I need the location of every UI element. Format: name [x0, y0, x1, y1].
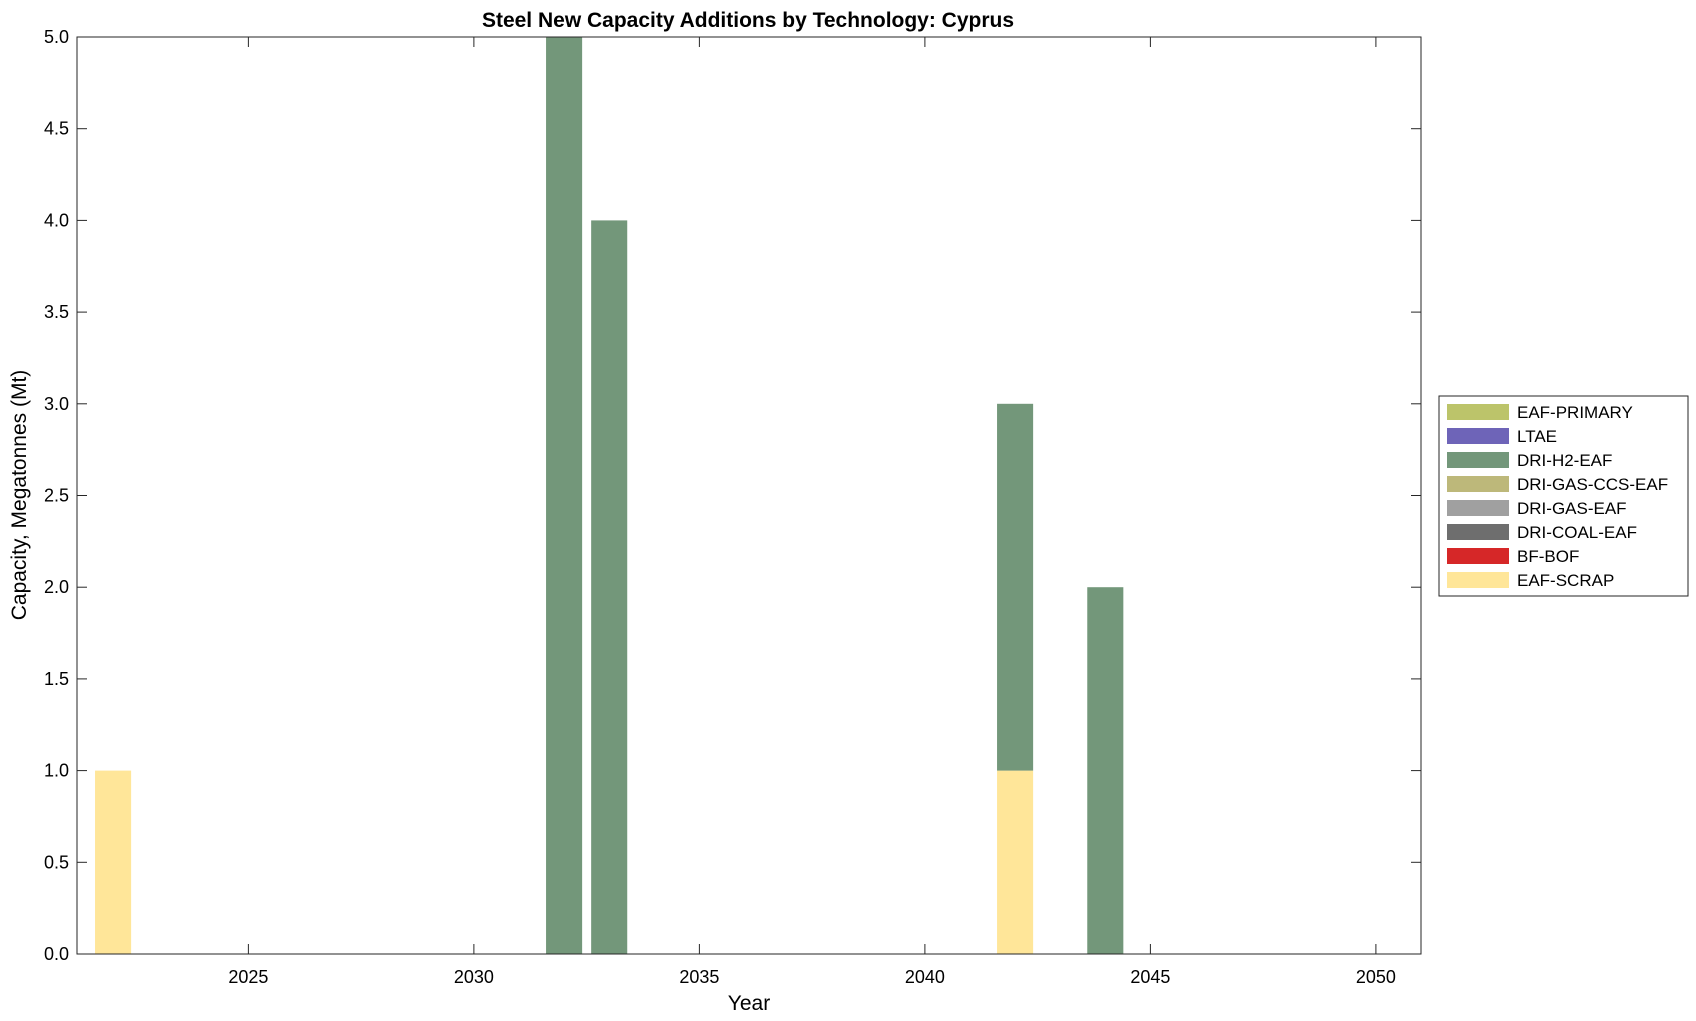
legend-swatch-eaf-scrap [1447, 572, 1509, 588]
bar-dri-h2-eaf-2044 [1087, 587, 1124, 954]
plot-area-frame [76, 36, 1422, 955]
legend-swatch-ltae [1447, 428, 1509, 444]
x-tick-label: 2040 [905, 967, 945, 987]
bar-dri-h2-eaf-2042 [997, 403, 1034, 771]
legend-swatch-dri-gas-ccs-eaf [1447, 476, 1509, 492]
legend-swatch-eaf-primary [1447, 404, 1509, 420]
legend-swatch-dri-gas-eaf [1447, 500, 1509, 516]
legend-label-dri-gas-ccs-eaf: DRI-GAS-CCS-EAF [1517, 475, 1668, 494]
bar-eaf-scrap-2022 [95, 770, 132, 954]
legend-label-eaf-primary: EAF-PRIMARY [1517, 403, 1633, 422]
x-tick-label: 2030 [454, 967, 494, 987]
legend-box [1438, 395, 1689, 597]
y-tick-label: 4.5 [44, 119, 69, 139]
legend-label-dri-h2-eaf: DRI-H2-EAF [1517, 451, 1612, 470]
y-tick-label: 2.5 [44, 486, 69, 506]
legend-swatch-dri-coal-eaf [1447, 524, 1509, 540]
y-axis: 0.0 0.5 1.0 1.5 2.0 2.5 3.0 3.5 4.0 4.5 5.0 [44, 27, 1421, 964]
bar-dri-h2-eaf-2032 [546, 37, 583, 954]
y-tick-label: 1.0 [44, 761, 69, 781]
x-tick-label: 2035 [679, 967, 719, 987]
chart-title: Steel New Capacity Additions by Technolo… [482, 9, 1014, 32]
x-tick-label: 2045 [1130, 967, 1170, 987]
x-tick-label: 2050 [1356, 967, 1396, 987]
y-tick-label: 5.0 [44, 27, 69, 47]
x-axis: 2025 2030 2035 2040 2045 2050 [228, 37, 1396, 987]
legend-swatch-bf-bof [1447, 548, 1509, 564]
y-tick-label: 2.0 [44, 577, 69, 597]
y-tick-label: 3.0 [44, 394, 69, 414]
legend: EAF-PRIMARY LTAE DRI-H2-EAF DRI-GAS-CCS-EAF… [1438, 395, 1689, 597]
x-axis-label: Year [728, 992, 770, 1015]
legend-label-eaf-scrap: EAF-SCRAP [1517, 571, 1614, 590]
bar-eaf-scrap-2042 [997, 770, 1034, 954]
y-tick-label: 1.5 [44, 669, 69, 689]
bars-group [95, 37, 1124, 954]
y-tick-label: 0.0 [44, 944, 69, 964]
y-tick-label: 4.0 [44, 210, 69, 230]
legend-label-dri-coal-eaf: DRI-COAL-EAF [1517, 523, 1637, 542]
y-axis-label: Capacity, Megatonnes (Mt) [8, 370, 31, 621]
y-tick-label: 0.5 [44, 852, 69, 872]
x-tick-label: 2025 [228, 967, 268, 987]
bar-dri-h2-eaf-2033 [591, 220, 628, 954]
legend-label-dri-gas-eaf: DRI-GAS-EAF [1517, 499, 1627, 518]
y-tick-label: 3.5 [44, 302, 69, 322]
legend-swatch-dri-h2-eaf [1447, 452, 1509, 468]
legend-label-bf-bof: BF-BOF [1517, 547, 1579, 566]
legend-label-ltae: LTAE [1517, 427, 1557, 446]
